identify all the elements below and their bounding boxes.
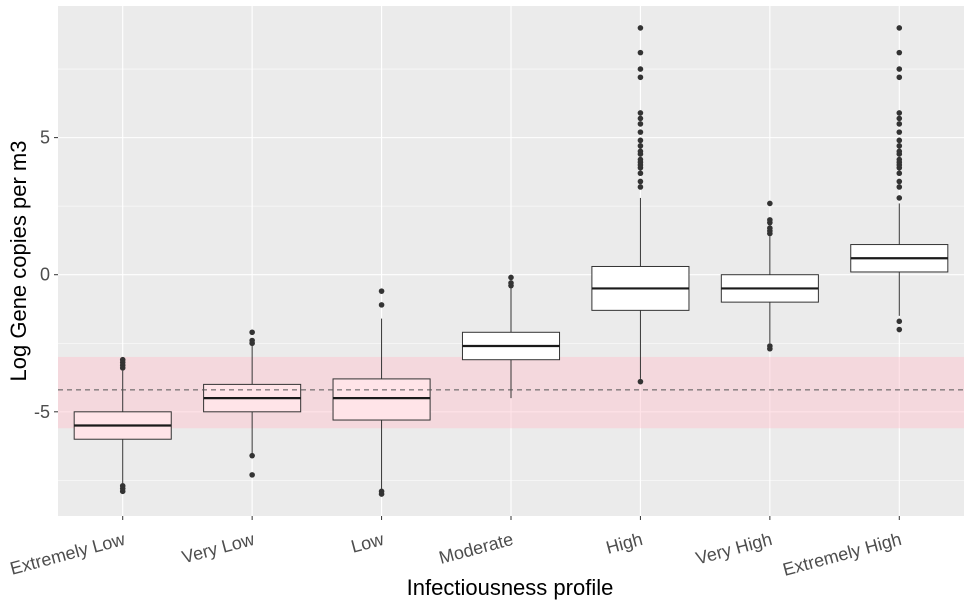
outlier-point: [249, 452, 255, 459]
outlier-point: [249, 472, 255, 478]
y-tick-label: 0: [40, 265, 50, 285]
outlier-point: [508, 274, 514, 281]
outlier-point: [767, 200, 773, 207]
box-group: [203, 329, 302, 478]
x-tick-label: Moderate: [437, 529, 516, 568]
outlier-point: [896, 129, 903, 135]
box-group: [591, 25, 690, 385]
outlier-point: [896, 318, 903, 325]
outlier-point: [896, 66, 903, 72]
outlier-point: [637, 74, 644, 81]
outlier-point: [767, 345, 773, 352]
box-group: [720, 200, 819, 352]
outlier-point: [637, 137, 644, 144]
outlier-point: [896, 143, 903, 149]
outlier-point: [896, 184, 903, 190]
box-group: [332, 288, 431, 497]
outlier-point: [767, 225, 773, 231]
outlier-point: [896, 326, 903, 333]
outlier-point: [378, 302, 385, 308]
outlier-point: [637, 49, 644, 56]
x-tick-label: Low: [349, 529, 387, 557]
y-axis-title: Log Gene copies per m3: [6, 141, 31, 382]
outlier-point: [767, 217, 773, 223]
x-tick-label: Very Low: [180, 529, 258, 568]
outlier-point: [637, 156, 644, 163]
y-tick-label: -5: [34, 402, 50, 422]
outlier-point: [896, 137, 903, 144]
outlier-point: [378, 288, 385, 294]
y-tick-label: 5: [40, 128, 50, 148]
boxes-layer: [73, 25, 949, 497]
outlier-point: [896, 148, 903, 155]
outlier-point: [637, 184, 644, 190]
outlier-point: [896, 178, 903, 185]
box-group: [850, 25, 949, 333]
outlier-point: [896, 195, 903, 201]
outlier-point: [896, 74, 903, 81]
outlier-point: [896, 25, 903, 31]
outlier-point: [637, 110, 644, 116]
outlier-point: [119, 365, 126, 371]
outlier-point: [249, 340, 255, 347]
outlier-point: [249, 329, 255, 336]
outlier-point: [378, 491, 385, 497]
outlier-point: [637, 25, 644, 31]
x-tick-label: Extremely High: [781, 529, 904, 580]
x-tick-label: High: [604, 529, 645, 558]
outlier-point: [637, 129, 644, 135]
outlier-point: [119, 488, 126, 495]
outlier-point: [896, 156, 903, 163]
outlier-point: [637, 178, 644, 185]
outlier-point: [637, 170, 644, 177]
x-axis-title: Infectiousness profile: [407, 575, 614, 600]
x-tick-label: Extremely Low: [8, 529, 128, 579]
outlier-point: [637, 115, 644, 122]
outlier-point: [896, 49, 903, 56]
outlier-point: [637, 378, 644, 385]
outlier-point: [637, 143, 644, 149]
outlier-point: [637, 66, 644, 72]
outlier-point: [896, 170, 903, 177]
outlier-point: [637, 148, 644, 155]
box-group: [73, 356, 172, 495]
outlier-point: [508, 282, 514, 289]
outlier-point: [637, 121, 644, 127]
x-tick-label: Very High: [694, 529, 775, 569]
box-group: [461, 274, 561, 399]
outlier-point: [896, 121, 903, 127]
outlier-point: [896, 115, 903, 122]
box-iqr: [332, 378, 431, 421]
outlier-point: [896, 110, 903, 116]
